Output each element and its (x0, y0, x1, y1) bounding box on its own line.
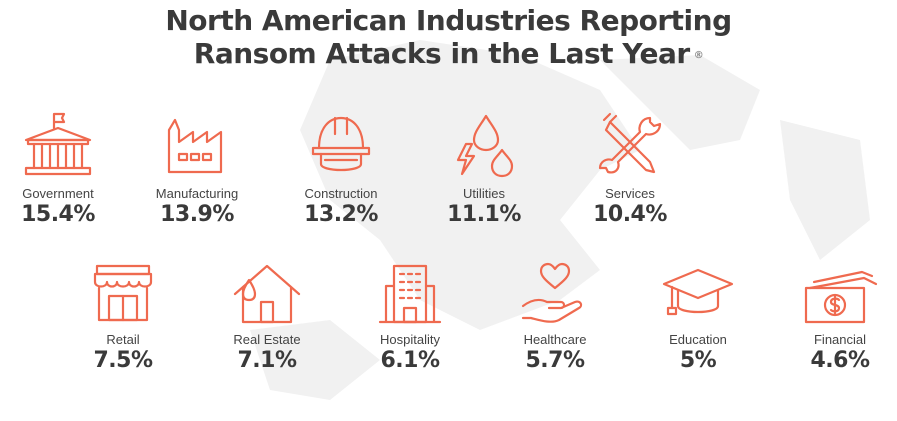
heart-hand-icon (521, 262, 583, 323)
industry-utilities: Utilities 11.1% (414, 110, 554, 228)
industry-value: 6.1% (380, 348, 440, 373)
industry-value: 5.7% (525, 348, 585, 373)
page-title: North American Industries Reporting Rans… (0, 4, 897, 72)
industry-value: 5% (679, 348, 717, 373)
graduation-cap-icon (662, 268, 734, 316)
industry-value: 4.6% (810, 348, 870, 373)
hotel-icon (378, 264, 442, 324)
title-line-2: Ransom Attacks in the Last Year ® (0, 37, 897, 72)
industry-label: Financial (813, 332, 867, 347)
industry-label: Utilities (463, 186, 505, 201)
industry-label: Real Estate (233, 332, 301, 347)
registered-mark: ® (693, 49, 704, 61)
industry-value: 11.1% (447, 202, 521, 227)
title-line-1: North American Industries Reporting (165, 4, 732, 37)
industry-label: Hospitality (380, 332, 440, 347)
industry-label: Retail (106, 332, 140, 347)
industry-value: 13.9% (160, 202, 234, 227)
house-icon (233, 264, 301, 324)
factory-icon (167, 118, 223, 174)
industry-healthcare: Healthcare 5.7% (485, 262, 625, 374)
industry-manufacturing: Manufacturing 13.9% (127, 110, 267, 228)
hard-hat-icon (311, 116, 371, 172)
industry-hospitality: Hospitality 6.1% (340, 262, 480, 374)
industry-construction: Construction 13.2% (271, 110, 411, 228)
storefront-icon (93, 264, 153, 322)
utilities-icon (456, 114, 514, 178)
industry-value: 7.5% (93, 348, 153, 373)
industry-government: Government 15.4% (0, 110, 128, 228)
industry-label: Services (605, 186, 655, 201)
title-line-2-text: Ransom Attacks in the Last Year (193, 37, 690, 70)
industry-value: 15.4% (21, 202, 95, 227)
industry-value: 10.4% (593, 202, 667, 227)
industry-label: Education (669, 332, 727, 347)
industry-education: Education 5% (628, 262, 768, 374)
industry-value: 7.1% (237, 348, 297, 373)
money-icon (804, 270, 878, 324)
industry-real-estate: Real Estate 7.1% (197, 262, 337, 374)
industry-retail: Retail 7.5% (53, 262, 193, 374)
government-building-icon (24, 112, 92, 176)
wrench-screwdriver-icon (598, 112, 662, 174)
industry-label: Government (22, 186, 94, 201)
industry-services: Services 10.4% (560, 110, 700, 228)
industry-label: Healthcare (523, 332, 587, 347)
industry-label: Construction (304, 186, 378, 201)
industry-financial: Financial 4.6% (770, 262, 897, 374)
industry-value: 13.2% (304, 202, 378, 227)
industry-label: Manufacturing (155, 186, 239, 201)
